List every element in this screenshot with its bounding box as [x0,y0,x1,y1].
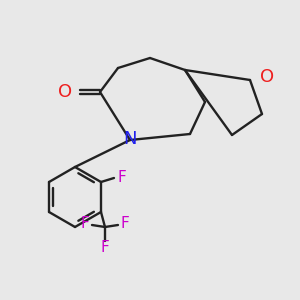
Text: O: O [260,68,274,86]
Text: F: F [81,217,89,232]
Text: F: F [121,217,129,232]
Text: F: F [100,241,109,256]
Text: N: N [123,130,137,148]
Text: F: F [118,170,126,185]
Text: O: O [58,83,72,101]
